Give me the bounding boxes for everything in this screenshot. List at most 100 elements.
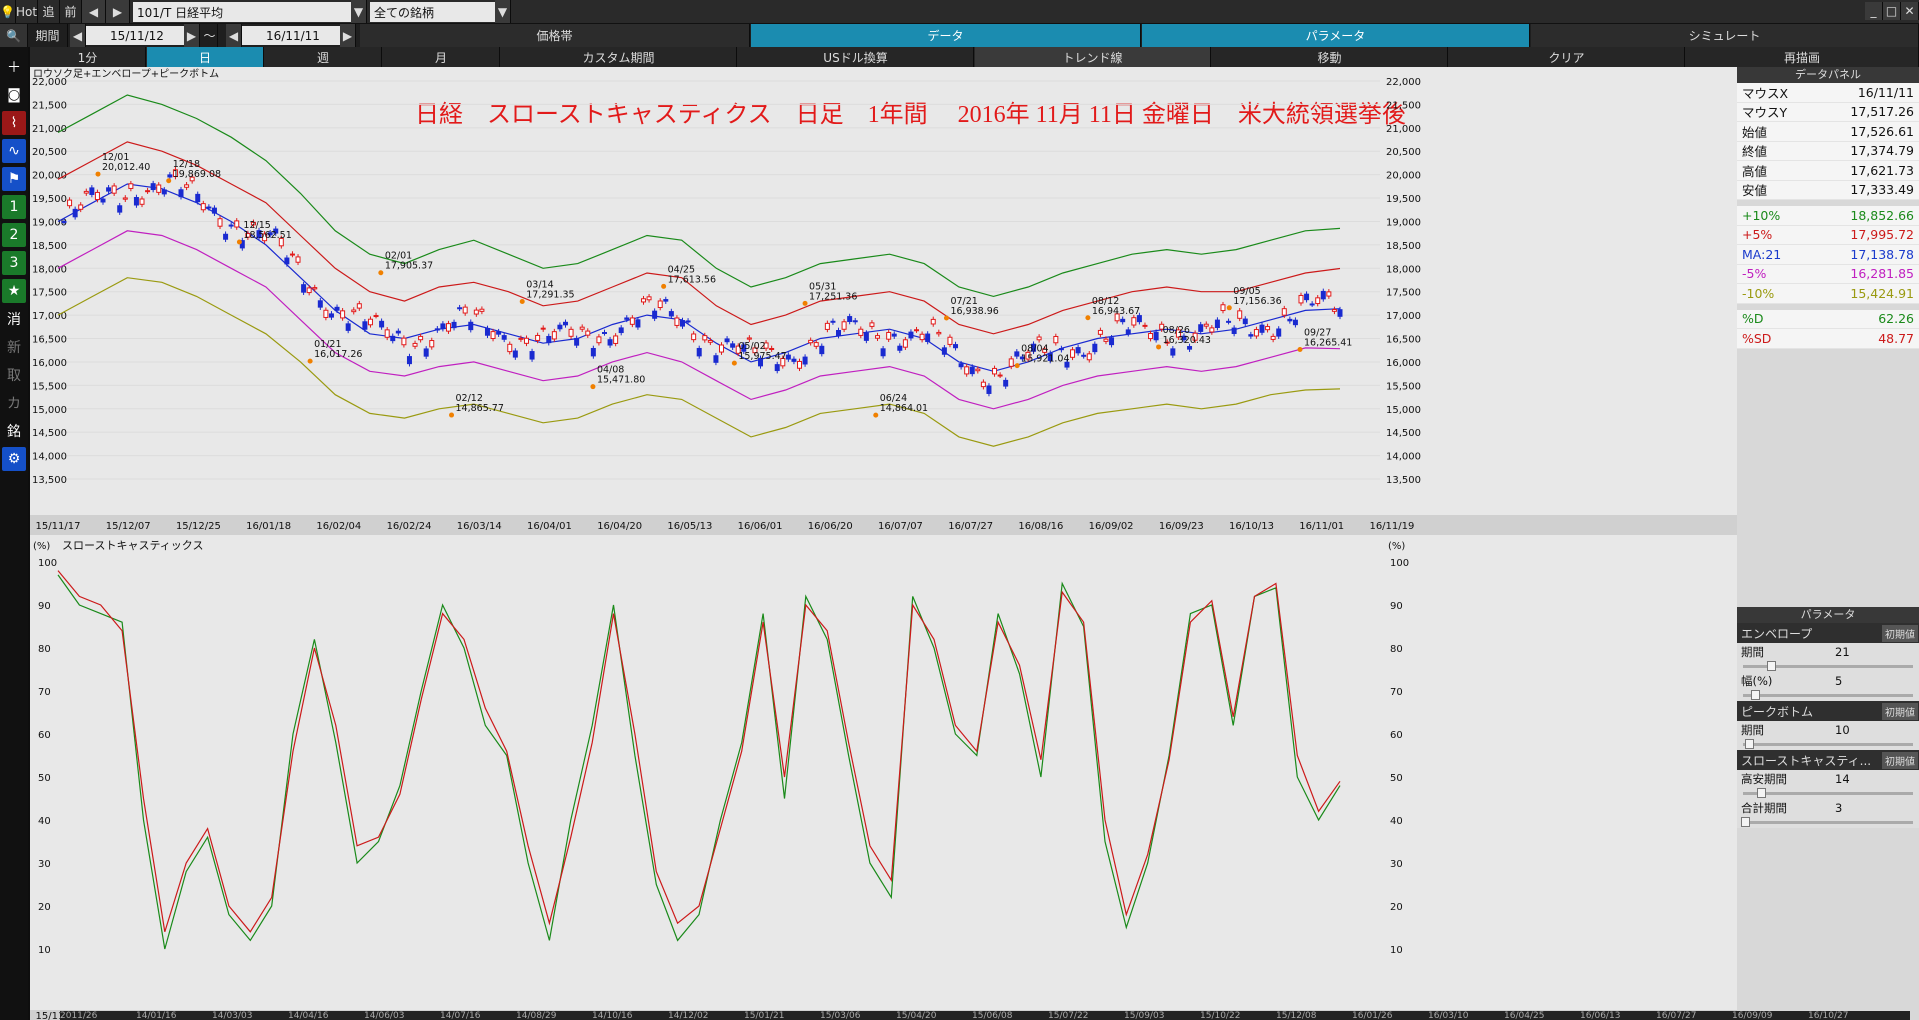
candle-body: [1242, 318, 1248, 325]
candle-body: [808, 339, 814, 344]
candle-body: [507, 343, 513, 353]
prev-button[interactable]: 前: [60, 0, 82, 23]
envelope-width-slider[interactable]: [1737, 689, 1919, 701]
maximize-button[interactable]: □: [1883, 2, 1901, 20]
tf-weekly[interactable]: 週: [265, 47, 382, 67]
fetch-button[interactable]: 取: [7, 368, 21, 384]
tf-custom[interactable]: カスタム期間: [501, 47, 737, 67]
preset-1-button[interactable]: 1: [2, 195, 26, 219]
period-end-prev-icon[interactable]: ◀: [226, 24, 242, 47]
candle-body: [1237, 310, 1243, 319]
peak-value-label: 16,017.26: [314, 349, 362, 360]
candle-body: [607, 339, 613, 346]
delete-button[interactable]: 消: [7, 312, 21, 328]
peak-value-label: 15,471.80: [597, 375, 645, 386]
tab-price-band[interactable]: 価格帯: [360, 24, 750, 47]
candle-body: [83, 190, 89, 194]
add-button[interactable]: 追: [38, 0, 60, 23]
camera-icon[interactable]: ◙: [7, 87, 21, 103]
tab-parameter[interactable]: パラメータ: [1142, 24, 1530, 47]
close-button[interactable]: ✕: [1901, 2, 1919, 20]
filter-dropdown-icon[interactable]: ▼: [495, 0, 511, 23]
candle-body: [1086, 353, 1092, 361]
timeline-tick: 15/01/21: [744, 1011, 785, 1020]
panel-row-key: マウスX: [1742, 85, 1789, 101]
candle-body: [964, 366, 970, 375]
plus-icon[interactable]: ＋: [7, 60, 21, 76]
bulb-icon[interactable]: 💡: [0, 0, 16, 23]
candle-body: [980, 381, 986, 388]
back-arrow-icon[interactable]: ◀: [82, 0, 106, 23]
envelope-header: エンベロープ 初期値: [1737, 623, 1919, 643]
usd-convert-button[interactable]: USドル換算: [738, 47, 974, 67]
candle-body: [841, 321, 847, 330]
period-start-prev-icon[interactable]: ◀: [70, 24, 86, 47]
star-icon[interactable]: ★: [2, 279, 26, 303]
peakbottom-period-slider[interactable]: [1737, 738, 1919, 750]
panel-row-value: 17,526.61: [1850, 123, 1914, 139]
gear-icon[interactable]: ⚙: [2, 447, 26, 471]
trendline-button[interactable]: トレンド線: [975, 47, 1211, 67]
peak-value-label: 15,921.04: [1021, 354, 1069, 365]
peak-date-label: 05/31: [809, 281, 836, 292]
candle-body: [852, 320, 858, 323]
sum-period-slider[interactable]: [1737, 816, 1919, 828]
clear-button[interactable]: クリア: [1449, 47, 1685, 67]
line-icon[interactable]: ∿: [2, 139, 26, 163]
x-tick-label: 15/11/17: [36, 521, 81, 532]
candle-body: [780, 357, 786, 367]
tab-data[interactable]: データ: [751, 24, 1141, 47]
candle-body: [111, 185, 117, 194]
tf-monthly[interactable]: 月: [383, 47, 500, 67]
pct-tick-left: 50: [38, 773, 51, 784]
period-end-input[interactable]: 16/11/11: [242, 26, 340, 45]
slowstoch-init-button[interactable]: 初期値: [1882, 751, 1918, 769]
tf-1min[interactable]: 1分: [30, 47, 146, 67]
preset-2-button[interactable]: 2: [2, 223, 26, 247]
candle-body: [813, 342, 819, 347]
redraw-button[interactable]: 再描画: [1686, 47, 1919, 67]
chart-icon[interactable]: ⌇: [2, 111, 26, 135]
period-start-next-icon[interactable]: ▶: [184, 24, 200, 47]
search-icon[interactable]: 🔍: [0, 24, 28, 47]
new-button[interactable]: 新: [7, 340, 21, 356]
peak-marker: [166, 178, 172, 184]
filter-select[interactable]: 全ての銘柄: [370, 2, 495, 22]
hot-button[interactable]: Hot: [16, 0, 38, 23]
peak-value-label: 14,865.77: [456, 403, 504, 414]
custom-button[interactable]: カ: [7, 396, 21, 412]
peakbottom-init-button[interactable]: 初期値: [1882, 702, 1918, 720]
price-tick-label-right: 16,500: [1386, 335, 1421, 346]
minimize-button[interactable]: _: [1865, 2, 1883, 20]
symbol-input[interactable]: 101/T 日経平均: [133, 2, 351, 22]
highlow-period-slider[interactable]: [1737, 787, 1919, 799]
chart-area[interactable]: ロウソク足+エンベロープ+ピークボトム 日経 スローストキャスティクス 日足 1年…: [30, 67, 1737, 1020]
candle-body: [462, 306, 468, 314]
candle-body: [1125, 329, 1131, 335]
symbol-button[interactable]: 銘: [7, 424, 21, 440]
tf-daily[interactable]: 日: [147, 47, 264, 67]
envelope-init-button[interactable]: 初期値: [1882, 624, 1918, 642]
forward-arrow-icon[interactable]: ▶: [106, 0, 130, 23]
symbol-dropdown-icon[interactable]: ▼: [351, 0, 367, 23]
flag-icon[interactable]: ⚑: [2, 167, 26, 191]
period-start-input[interactable]: 15/11/12: [86, 26, 184, 45]
bottom-scroll-timeline[interactable]: 2011/26 14/01/16 14/03/03 14/04/16 14/06/03 1…: [60, 1011, 1910, 1020]
candle-body: [373, 315, 379, 318]
peak-date-label: 03/14: [526, 279, 553, 290]
move-button[interactable]: 移動: [1212, 47, 1448, 67]
candle-body: [1270, 335, 1276, 340]
envelope-period-label: 期間: [1741, 644, 1764, 659]
panel-separator: [1737, 303, 1919, 310]
candle-body: [156, 184, 162, 193]
tab-simulate[interactable]: シミュレート: [1531, 24, 1919, 47]
period-end-next-icon[interactable]: ▶: [340, 24, 356, 47]
candle-body: [568, 328, 574, 337]
candle-body: [1287, 318, 1293, 322]
preset-3-button[interactable]: 3: [2, 251, 26, 275]
candle-body: [535, 334, 541, 341]
candle-body: [696, 347, 702, 357]
candle-body: [1164, 341, 1170, 344]
price-tick-label-right: 19,000: [1386, 217, 1421, 228]
envelope-period-slider[interactable]: [1737, 660, 1919, 672]
